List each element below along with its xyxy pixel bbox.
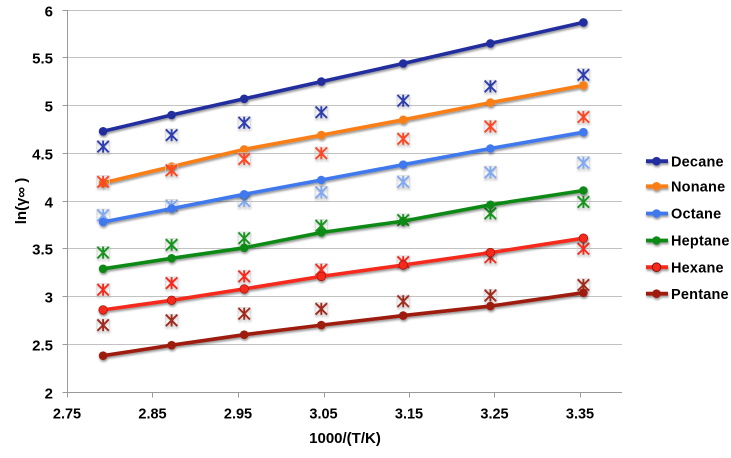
svg-text:Heptane: Heptane — [671, 234, 730, 250]
svg-text:3.25: 3.25 — [480, 406, 508, 422]
svg-text:3.5: 3.5 — [32, 242, 53, 259]
svg-text:2.85: 2.85 — [138, 406, 166, 422]
svg-text:2.75: 2.75 — [53, 406, 81, 422]
svg-text:Octane: Octane — [671, 207, 721, 223]
svg-text:2.95: 2.95 — [224, 406, 252, 422]
svg-text:2.5: 2.5 — [32, 338, 53, 355]
svg-text:Decane: Decane — [671, 154, 724, 170]
svg-text:ln(γ∞ ): ln(γ∞ ) — [13, 178, 30, 225]
svg-text:Pentane: Pentane — [671, 287, 729, 303]
svg-text:1000/(T/K): 1000/(T/K) — [309, 430, 381, 447]
svg-text:3: 3 — [45, 290, 53, 307]
svg-text:Nonane: Nonane — [671, 180, 725, 196]
svg-text:3.35: 3.35 — [566, 406, 594, 422]
svg-text:5: 5 — [45, 99, 53, 116]
svg-text:Hexane: Hexane — [671, 260, 724, 276]
svg-text:2: 2 — [45, 386, 53, 403]
svg-text:4.5: 4.5 — [32, 147, 53, 164]
svg-text:3.15: 3.15 — [395, 406, 423, 422]
svg-text:6: 6 — [45, 4, 53, 21]
svg-text:4: 4 — [45, 195, 54, 212]
svg-text:3.05: 3.05 — [309, 406, 337, 422]
svg-text:5.5: 5.5 — [32, 51, 53, 68]
